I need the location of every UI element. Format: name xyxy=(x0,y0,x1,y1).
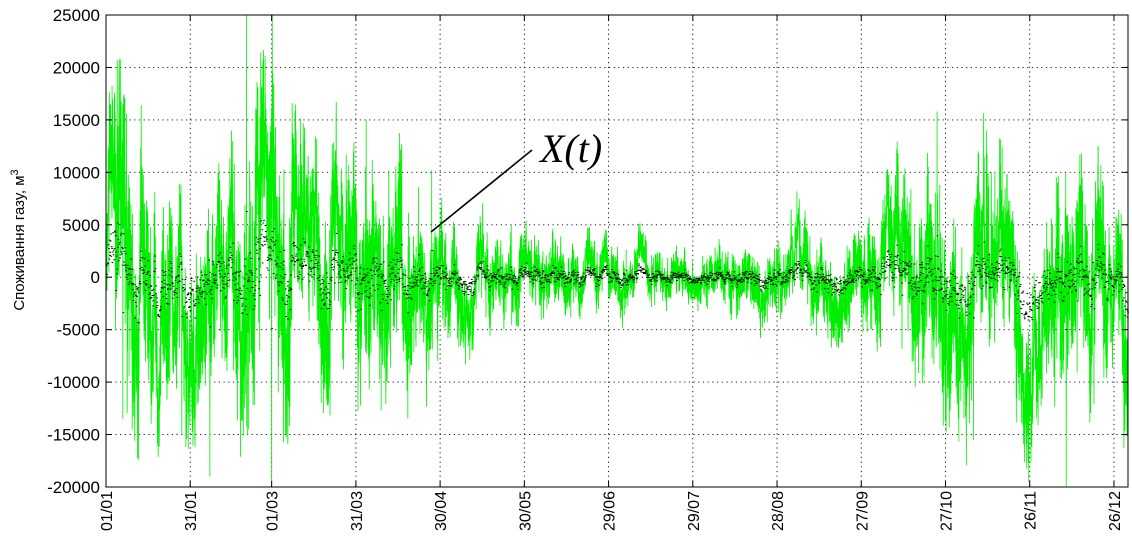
x-tick-label: 28/08 xyxy=(770,491,787,531)
y-axis-label: Споживання газу, м3 xyxy=(9,169,28,310)
x-tick-label: 01/03 xyxy=(265,491,282,531)
y-axis-label-superscript: 3 xyxy=(9,169,21,175)
y-tick-label: -15000 xyxy=(47,426,100,445)
y-tick-label: 5000 xyxy=(62,216,100,235)
y-tick-label: 15000 xyxy=(53,111,100,130)
x-tick-label: 01/01 xyxy=(99,491,116,531)
y-tick-label: -20000 xyxy=(47,478,100,497)
x-tick-label: 30/05 xyxy=(517,491,534,531)
series-gas-consumption xyxy=(105,14,1130,488)
y-tick-label: 25000 xyxy=(53,6,100,25)
annotation-label: X(t) xyxy=(538,126,602,171)
y-tick-label: 10000 xyxy=(53,163,100,182)
y-axis-tick-labels: -20000 -15000 -10000 -5000 0 5000 10000 15000 20… xyxy=(47,6,100,497)
x-tick-label: 30/04 xyxy=(433,491,450,531)
y-axis-label-text: Споживання газу, м xyxy=(11,175,28,310)
axis-ticks xyxy=(105,14,1128,488)
y-tick-label: 0 xyxy=(91,268,100,287)
annotation-leader-line xyxy=(430,149,533,233)
x-tick-label: 26/12 xyxy=(1107,491,1124,531)
x-axis-tick-labels: 01/01 31/01 01/03 31/03 30/04 30/05 29/06 29/07… xyxy=(99,491,1124,531)
y-tick-label: -10000 xyxy=(47,373,100,392)
series-line xyxy=(105,14,1129,488)
x-tick-label: 31/01 xyxy=(183,491,200,531)
x-tick-label: 26/11 xyxy=(1023,491,1040,530)
y-tick-label: -5000 xyxy=(57,321,100,340)
x-tick-label: 29/06 xyxy=(602,491,619,531)
y-tick-label: 20000 xyxy=(53,58,100,77)
plot-frame xyxy=(105,14,1129,488)
x-tick-label: 27/09 xyxy=(854,491,871,531)
x-tick-label: 27/10 xyxy=(939,491,956,531)
x-tick-label: 31/03 xyxy=(349,491,366,531)
x-tick-label: 29/07 xyxy=(686,491,703,531)
